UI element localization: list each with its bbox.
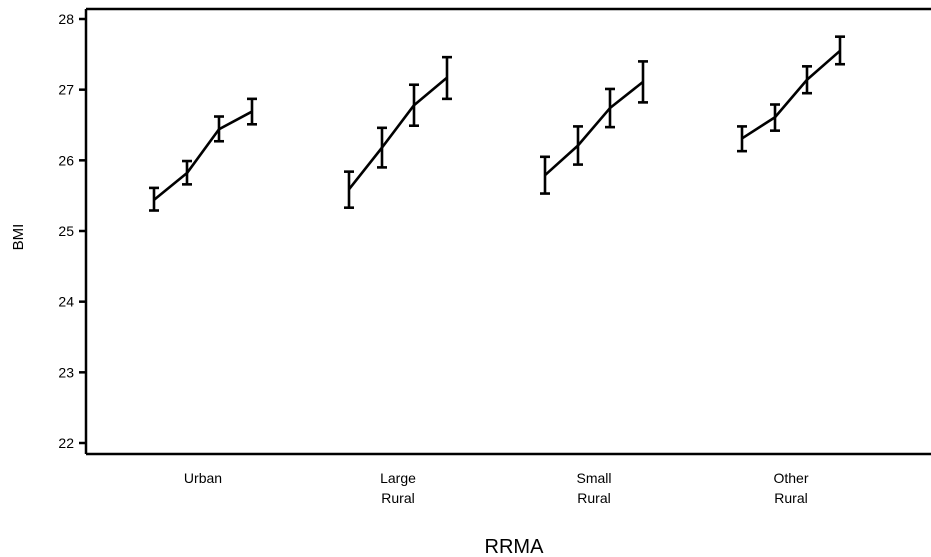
- series-line: [741, 49, 841, 140]
- error-bars: [149, 35, 845, 212]
- y-tick-label: 26: [58, 152, 74, 168]
- series-line: [347, 76, 448, 191]
- x-category-label-line: Rural: [577, 490, 610, 506]
- x-axis-title: RRMA: [485, 536, 545, 557]
- x-category-label: Other Rural: [773, 470, 808, 506]
- y-axis-title: BMI: [10, 224, 27, 251]
- x-category-label-line: Small: [576, 470, 611, 486]
- x-category-label-line: Urban: [184, 470, 222, 486]
- x-category-label-line: Other: [773, 470, 808, 486]
- y-tick-label: 28: [58, 11, 74, 27]
- series-lines: [153, 49, 841, 201]
- y-tick-label: 22: [58, 435, 74, 451]
- x-category-label: Small Rural: [576, 470, 611, 506]
- x-category-label-line: Rural: [774, 490, 807, 506]
- x-category-label: Urban: [184, 470, 222, 486]
- x-axis-labels: Urban Large Rural Small Rural Other Rural: [184, 470, 809, 506]
- x-category-label: Large Rural: [380, 470, 416, 506]
- y-tick-label: 24: [58, 294, 74, 310]
- series-line: [544, 80, 644, 177]
- x-category-label-line: Rural: [381, 490, 414, 506]
- y-axis-ticks: 22 23 24 25 26 27 28: [58, 11, 86, 451]
- y-tick-label: 27: [58, 82, 74, 98]
- x-category-label-line: Large: [380, 470, 416, 486]
- series-line: [153, 110, 253, 201]
- y-tick-label: 23: [58, 364, 74, 380]
- y-tick-label: 25: [58, 223, 74, 239]
